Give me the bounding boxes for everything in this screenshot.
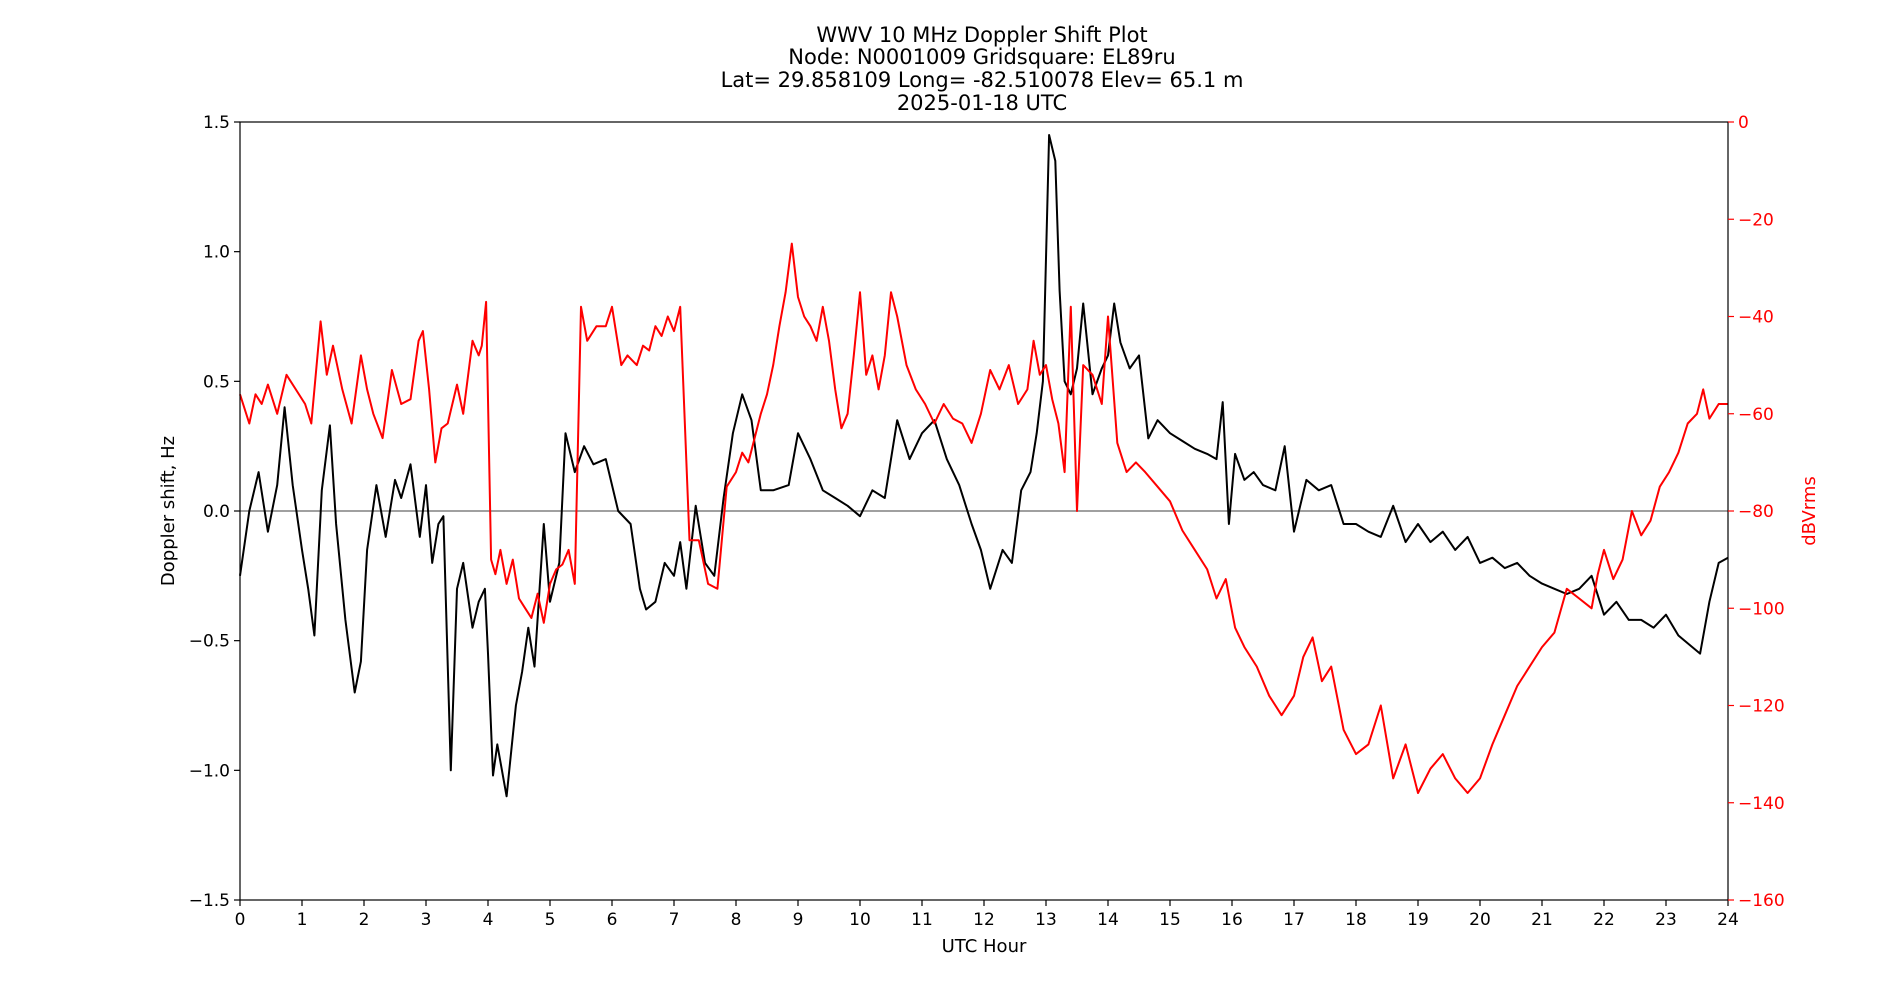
x-tick-label: 4 xyxy=(483,910,494,930)
y-tick-label: −1.0 xyxy=(189,761,230,781)
y-axis-label: Doppler shift, Hz xyxy=(158,436,179,586)
y2-axis-label: dBVrms xyxy=(1799,476,1820,546)
x-tick-label: 22 xyxy=(1593,910,1615,930)
title-line-4: 2025-01-18 UTC xyxy=(897,91,1067,115)
y-tick-label: 1.0 xyxy=(203,243,230,263)
chart-title: WWV 10 MHz Doppler Shift Plot Node: N000… xyxy=(721,23,1244,115)
x-tick-label: 11 xyxy=(911,910,933,930)
y-tick-label: 0.5 xyxy=(203,372,230,392)
x-axis-label: UTC Hour xyxy=(942,936,1027,957)
x-tick-label: 19 xyxy=(1407,910,1429,930)
x-tick-label: 13 xyxy=(1035,910,1057,930)
x-tick-label: 24 xyxy=(1717,910,1739,930)
y2-tick-label: −120 xyxy=(1738,697,1785,717)
x-tick-label: 15 xyxy=(1159,910,1181,930)
x-tick-label: 6 xyxy=(607,910,618,930)
y2-tick-label: −160 xyxy=(1738,891,1785,911)
y2-tick-label: −80 xyxy=(1738,502,1774,522)
x-tick-label: 0 xyxy=(235,910,246,930)
x-tick-label: 3 xyxy=(421,910,432,930)
x-tick-label: 12 xyxy=(973,910,995,930)
x-tick-label: 9 xyxy=(793,910,804,930)
x-tick-label: 7 xyxy=(669,910,680,930)
y2-tick-label: −60 xyxy=(1738,405,1774,425)
x-tick-label: 18 xyxy=(1345,910,1367,930)
title-line-2: Node: N0001009 Gridsquare: EL89ru xyxy=(788,45,1175,69)
x-tick-label: 20 xyxy=(1469,910,1491,930)
doppler-shift-line xyxy=(239,134,1729,798)
y2-tick-label: −20 xyxy=(1738,210,1774,230)
x-axis: 0 1 2 3 4 5 6 7 8 9 10 11 12 13 14 15 16 17 18 19 20 21 22 23 24 xyxy=(235,900,1739,930)
y2-tick-label: 0 xyxy=(1738,113,1749,133)
x-tick-label: 5 xyxy=(545,910,556,930)
y-tick-label: −1.5 xyxy=(189,891,230,911)
x-tick-label: 1 xyxy=(297,910,308,930)
x-tick-label: 21 xyxy=(1531,910,1553,930)
y-tick-label: 0.0 xyxy=(203,502,230,522)
y-axis-left: 1.5 1.0 0.5 0.0 −0.5 −1.0 −1.5 xyxy=(189,113,240,911)
y2-tick-label: −40 xyxy=(1738,308,1774,328)
x-tick-label: 8 xyxy=(731,910,742,930)
title-line-3: Lat= 29.858109 Long= -82.510078 Elev= 65… xyxy=(721,68,1244,92)
power-dbvrms-line xyxy=(239,242,1728,794)
x-tick-label: 23 xyxy=(1655,910,1677,930)
title-line-1: WWV 10 MHz Doppler Shift Plot xyxy=(816,23,1147,47)
x-tick-label: 14 xyxy=(1097,910,1119,930)
x-tick-label: 2 xyxy=(359,910,370,930)
y-axis-right: 0 −20 −40 −60 −80 −100 −120 −140 −160 xyxy=(1728,113,1785,911)
y2-tick-label: −140 xyxy=(1738,794,1785,814)
y-tick-label: −0.5 xyxy=(189,632,230,652)
y2-tick-label: −100 xyxy=(1738,599,1785,619)
y-tick-label: 1.5 xyxy=(203,113,230,133)
x-tick-label: 17 xyxy=(1283,910,1305,930)
x-tick-label: 10 xyxy=(849,910,871,930)
series-layer xyxy=(239,134,1729,798)
x-tick-label: 16 xyxy=(1221,910,1243,930)
